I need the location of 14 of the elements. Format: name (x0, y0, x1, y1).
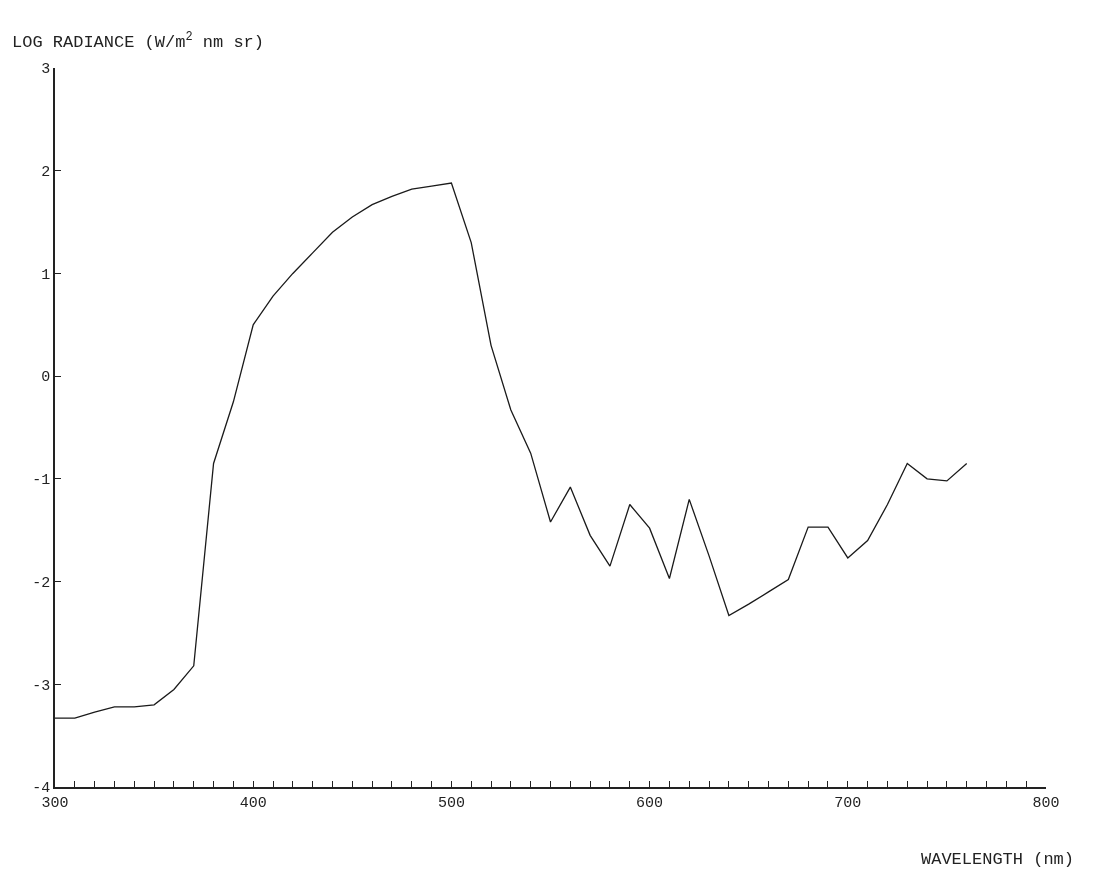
y-tick-label: -1 (32, 472, 51, 490)
x-tick-label: 500 (437, 794, 465, 812)
y-tick-label: 0 (41, 369, 51, 387)
y-tick-label: -3 (32, 677, 51, 695)
x-tick-label: 600 (636, 794, 664, 812)
x-tick-label: 800 (1032, 794, 1060, 812)
y-tick-label: 3 (41, 61, 51, 79)
x-tick-label: 400 (239, 794, 267, 812)
y-tick-label: 1 (41, 266, 51, 284)
y-tick-label: 2 (41, 163, 51, 181)
x-tick-label: 700 (834, 794, 862, 812)
y-tick-label: -2 (32, 574, 51, 592)
x-axis-title: WAVELENGTH (nm) (921, 850, 1075, 869)
y-axis-title: LOG RADIANCE (W/m$^{2}$ nm sr) (12, 30, 264, 53)
